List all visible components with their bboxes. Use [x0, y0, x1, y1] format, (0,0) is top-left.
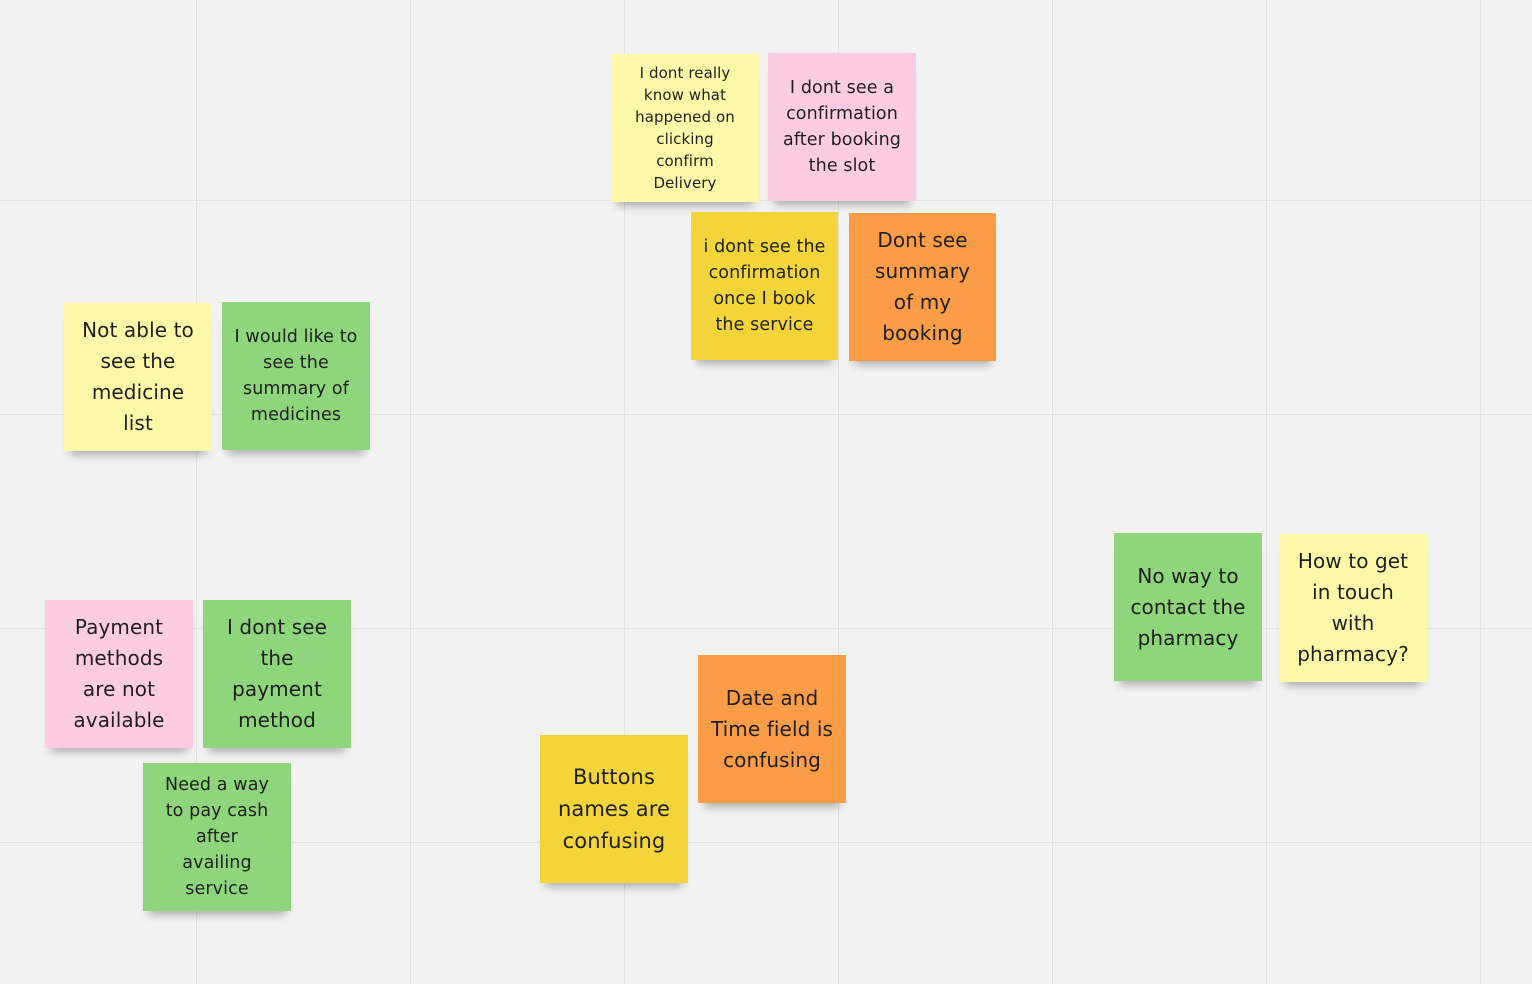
- sticky-note-text: Not able to see the medicine list: [82, 318, 194, 435]
- sticky-note[interactable]: No way to contact the pharmacy: [1114, 533, 1262, 681]
- sticky-note-text: No way to contact the pharmacy: [1130, 563, 1246, 650]
- sticky-note[interactable]: Buttons names are confusing: [540, 735, 688, 883]
- sticky-note-text: I would like to see the summary of medic…: [234, 327, 358, 425]
- sticky-note-text: Payment methods are not available: [73, 615, 165, 732]
- sticky-note-text: How to get in touch with pharmacy?: [1297, 549, 1409, 666]
- sticky-note-text: I dont see a confirmation after booking …: [783, 78, 901, 176]
- sticky-note[interactable]: I dont see the payment method: [203, 600, 351, 748]
- sticky-note[interactable]: i dont see the confirmation once I book …: [691, 212, 838, 360]
- sticky-note-text: Need a way to pay cash after availing se…: [165, 775, 269, 899]
- sticky-note[interactable]: Date and Time field is confusing: [698, 655, 846, 803]
- sticky-note[interactable]: Dont see summary of my booking: [849, 213, 996, 361]
- sticky-note[interactable]: Not able to see the medicine list: [64, 303, 212, 451]
- sticky-note-text: Date and Time field is confusing: [710, 685, 834, 772]
- sticky-note[interactable]: I dont see a confirmation after booking …: [768, 53, 916, 201]
- sticky-note-text: Dont see summary of my booking: [874, 228, 971, 345]
- sticky-note-text: I dont see the payment method: [226, 615, 328, 732]
- sticky-note[interactable]: Need a way to pay cash after availing se…: [143, 763, 291, 911]
- sticky-note[interactable]: Payment methods are not available: [45, 600, 193, 748]
- sticky-note-text: i dont see the confirmation once I book …: [703, 237, 826, 335]
- sticky-note[interactable]: How to get in touch with pharmacy?: [1279, 534, 1427, 682]
- sticky-note-text: Buttons names are confusing: [557, 765, 671, 853]
- sticky-note-text: I dont really know what happened on clic…: [635, 64, 735, 192]
- sticky-note[interactable]: I would like to see the summary of medic…: [222, 302, 370, 450]
- sticky-note[interactable]: I dont really know what happened on clic…: [611, 54, 759, 202]
